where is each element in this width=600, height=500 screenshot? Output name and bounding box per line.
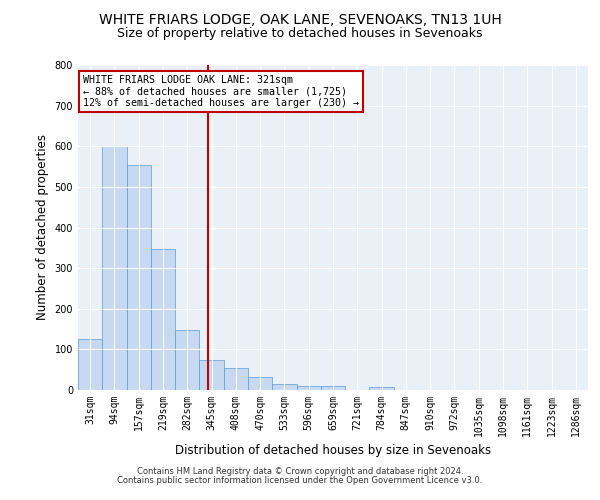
Bar bbox=[78, 339, 102, 390]
Text: Contains public sector information licensed under the Open Government Licence v3: Contains public sector information licen… bbox=[118, 476, 482, 485]
Bar bbox=[296, 386, 321, 390]
Text: Size of property relative to detached houses in Sevenoaks: Size of property relative to detached ho… bbox=[117, 28, 483, 40]
Bar bbox=[199, 360, 224, 390]
Bar bbox=[370, 387, 394, 390]
Text: WHITE FRIARS LODGE, OAK LANE, SEVENOAKS, TN13 1UH: WHITE FRIARS LODGE, OAK LANE, SEVENOAKS,… bbox=[98, 12, 502, 26]
Bar bbox=[248, 377, 272, 390]
Text: WHITE FRIARS LODGE OAK LANE: 321sqm
← 88% of detached houses are smaller (1,725): WHITE FRIARS LODGE OAK LANE: 321sqm ← 88… bbox=[83, 74, 359, 108]
Bar bbox=[272, 384, 296, 390]
Bar bbox=[127, 166, 151, 390]
Text: Contains HM Land Registry data © Crown copyright and database right 2024.: Contains HM Land Registry data © Crown c… bbox=[137, 467, 463, 476]
Bar bbox=[321, 386, 345, 390]
X-axis label: Distribution of detached houses by size in Sevenoaks: Distribution of detached houses by size … bbox=[175, 444, 491, 458]
Bar bbox=[151, 249, 175, 390]
Y-axis label: Number of detached properties: Number of detached properties bbox=[36, 134, 49, 320]
Bar bbox=[224, 368, 248, 390]
Bar bbox=[175, 330, 199, 390]
Bar bbox=[102, 146, 127, 390]
